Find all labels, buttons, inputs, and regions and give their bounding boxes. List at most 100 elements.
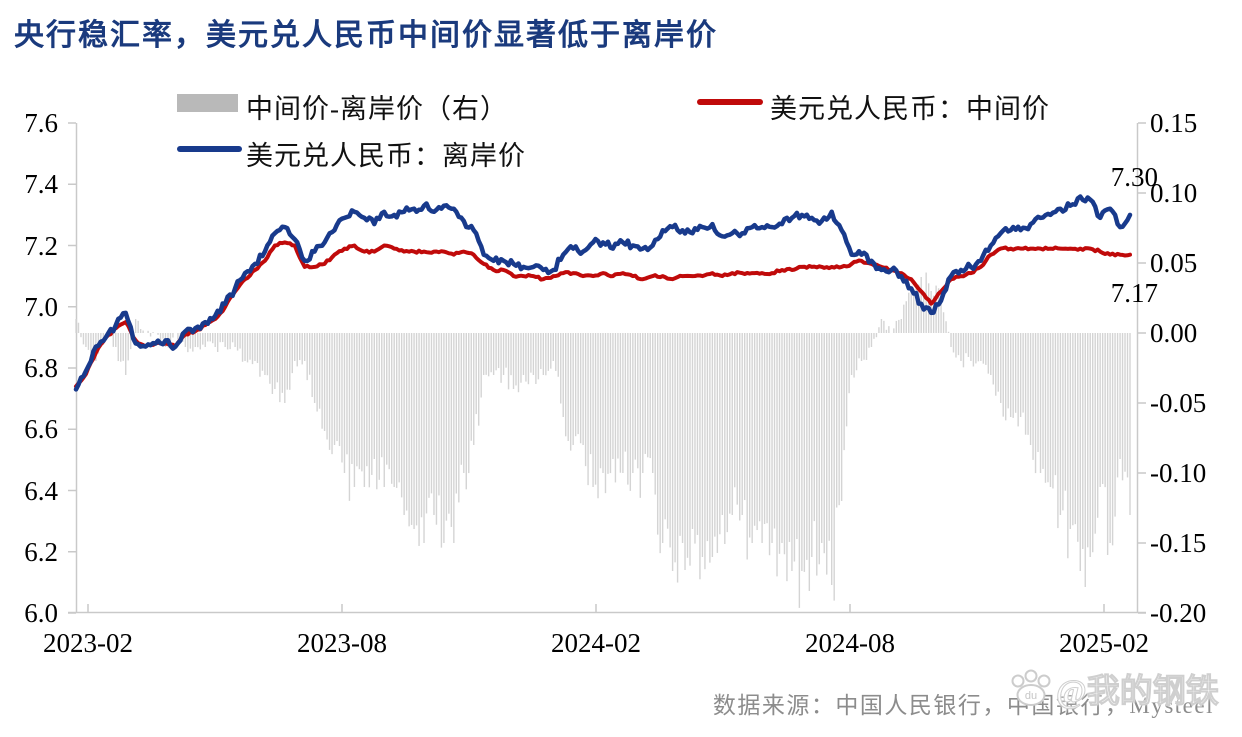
spread-bar [811, 333, 813, 557]
spread-bar [537, 333, 540, 380]
spread-bar [371, 333, 373, 475]
spread-bar [291, 333, 293, 374]
y-left-tick-label: 7.6 [24, 108, 58, 138]
spread-bar [1121, 333, 1124, 481]
spread-bar [1089, 333, 1091, 557]
spread-bar [316, 333, 318, 412]
spread-bar [865, 333, 868, 360]
spread-bar [304, 333, 306, 361]
spread-bar [880, 319, 883, 333]
legend-label-spread: 中间价-离岸价（右） [246, 94, 508, 124]
x-tick-label: 2024-02 [551, 628, 641, 658]
spread-bar [937, 288, 940, 333]
spread-bar [579, 333, 582, 444]
spread-bar [614, 333, 617, 483]
watermark-text: @我的钢铁 [1056, 674, 1220, 711]
spread-bar [721, 333, 724, 515]
spread-bar [848, 333, 850, 394]
spread-bar [818, 333, 820, 565]
legend-label-midpoint: 美元兑人民币：中间价 [770, 94, 1050, 124]
spread-bar [308, 333, 311, 375]
spread-bar [271, 333, 274, 394]
spread-bar [294, 333, 296, 361]
spread-bar [328, 333, 331, 450]
spread-bar [833, 333, 835, 601]
spread-bar [1009, 333, 1012, 417]
spread-bar [898, 319, 900, 333]
spread-bar [351, 333, 353, 464]
spread-bar [632, 333, 634, 473]
spread-bar [435, 333, 438, 525]
spread-bar [231, 333, 234, 343]
spread-bar [1126, 333, 1129, 478]
spread-bar [773, 333, 776, 529]
spread-bar [656, 333, 659, 535]
spread-bar [410, 333, 413, 525]
spread-bar [584, 333, 587, 467]
spread-bar [967, 333, 970, 357]
y-right-tick-label: 0.15 [1150, 108, 1198, 138]
spread-bar [736, 333, 738, 505]
spread-bar [470, 333, 472, 441]
spread-bar [597, 333, 599, 499]
spread-bar [266, 333, 269, 376]
spread-bar [129, 333, 132, 350]
spread-bar [1000, 333, 1002, 403]
spread-bar [1012, 333, 1014, 418]
spread-bar [398, 333, 400, 483]
spread-bar [1079, 333, 1081, 571]
watermark: du @我的钢铁 [1008, 664, 1219, 712]
spread-bar [530, 333, 532, 373]
spread-bar [199, 333, 201, 350]
spread-bar [80, 333, 82, 338]
spread-bar [1129, 333, 1131, 515]
spread-bar [806, 333, 808, 560]
annotation-midpoint-end: 7.17 [1110, 278, 1158, 308]
spread-bar [249, 333, 251, 360]
spread-bar [1119, 333, 1121, 459]
spread-bar [895, 320, 898, 333]
y-left-tick-label: 6.0 [24, 598, 58, 628]
spread-bar [162, 333, 164, 339]
spread-bar [592, 333, 594, 487]
spread-bar [1072, 333, 1074, 526]
spread-bar [306, 333, 308, 381]
legend-line-swatch-midpoint [697, 99, 763, 105]
spread-bar [482, 333, 485, 375]
spread-bar [555, 333, 557, 371]
spread-bar [450, 333, 453, 527]
spread-bar [922, 291, 925, 333]
spread-bar [748, 333, 751, 538]
spread-bar [187, 333, 189, 353]
spread-bar [557, 333, 559, 377]
spread-bar [910, 291, 912, 333]
spread-bar [913, 294, 915, 333]
spread-bar [908, 292, 910, 333]
spread-bar [219, 333, 221, 343]
spread-bar [224, 333, 226, 347]
spread-bar [654, 333, 656, 495]
spread-bar [246, 333, 249, 363]
spread-bar [120, 333, 122, 362]
spread-bar [425, 333, 428, 514]
spread-bar [1069, 333, 1072, 529]
spread-bar [443, 333, 445, 543]
spread-bar [251, 333, 254, 365]
spread-bar [572, 333, 574, 445]
y-right-tick-label: 0.10 [1150, 178, 1198, 208]
spread-bar [495, 333, 497, 371]
spread-bar [622, 333, 624, 473]
spread-bar [980, 333, 982, 361]
spread-bar [418, 333, 420, 546]
spread-bar [1124, 333, 1126, 472]
spread-bar [353, 333, 356, 487]
spread-bar [207, 333, 209, 342]
spread-bar [858, 333, 860, 359]
legend-line-swatch-offshore [177, 146, 242, 152]
spread-bar [254, 333, 256, 361]
spread-bar [256, 333, 259, 364]
spread-bar [92, 333, 95, 354]
spread-bar [868, 333, 870, 348]
spread-bar [184, 333, 187, 347]
